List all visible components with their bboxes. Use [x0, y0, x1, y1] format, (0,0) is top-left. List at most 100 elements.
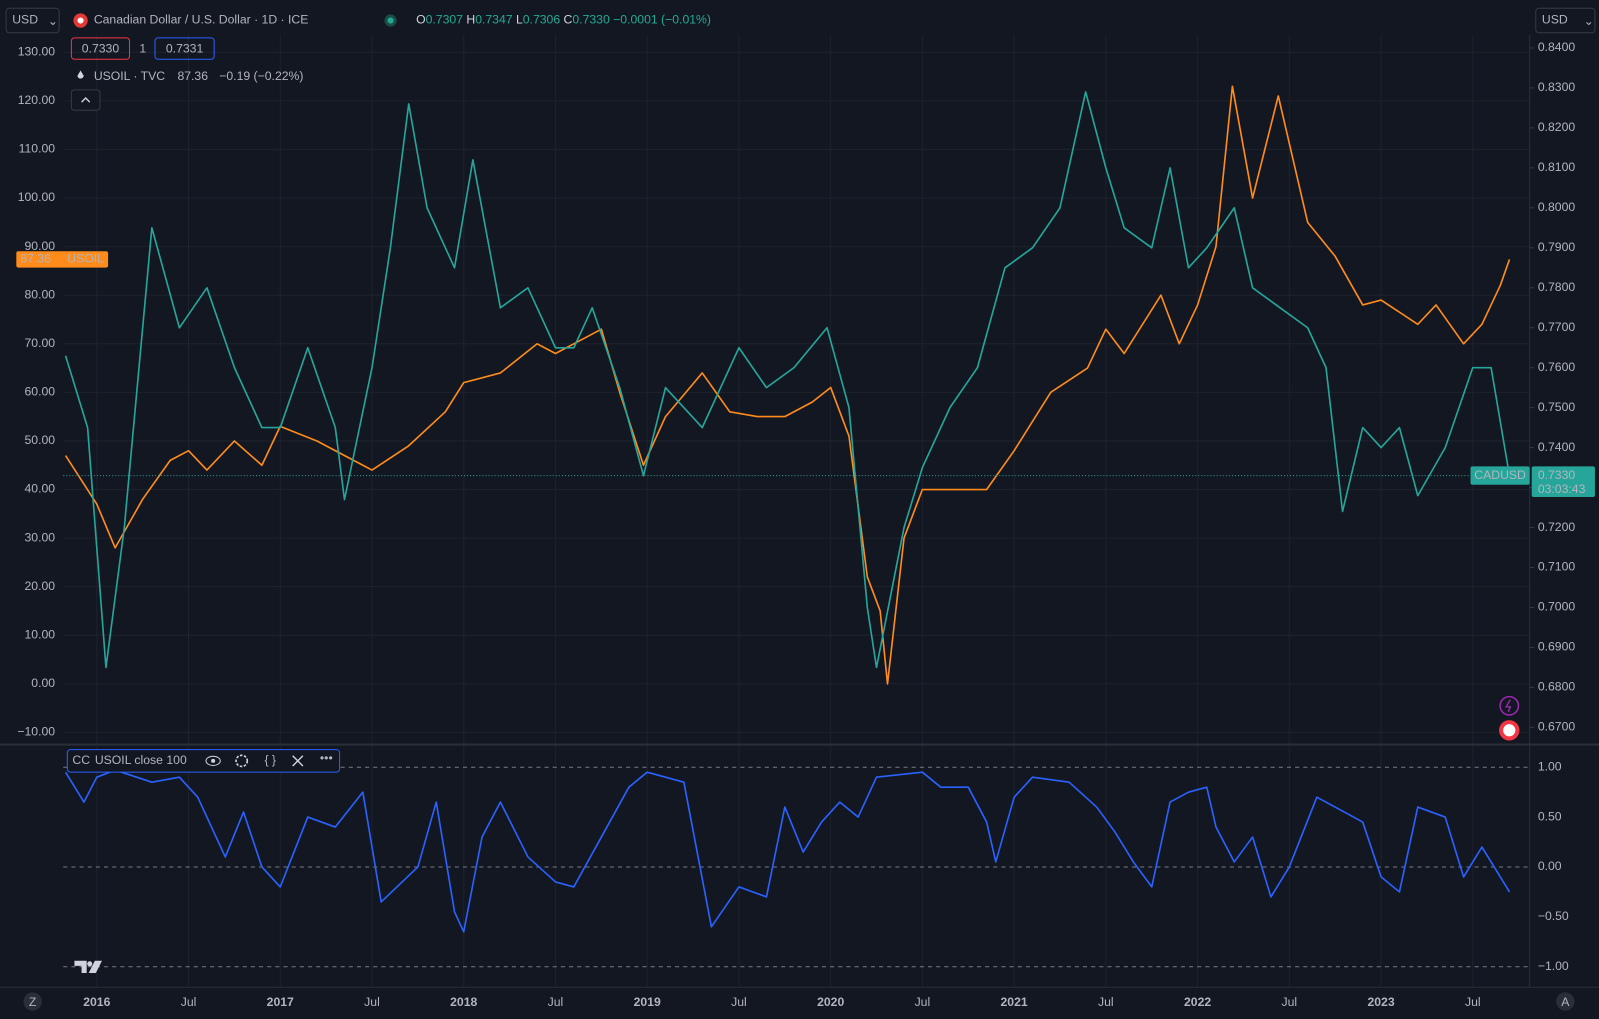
y2-tick-label: 0.6800: [1538, 680, 1576, 694]
logo-dot: [87, 961, 93, 967]
alert-bolt: [1504, 699, 1512, 713]
spread: 1: [139, 41, 146, 55]
x-tick-label: Jul: [1465, 995, 1481, 1009]
oil-icon: [77, 70, 84, 79]
plot: [63, 85, 1530, 933]
ohlc-key: H: [466, 13, 475, 27]
ohlc-value: 0.7306: [523, 13, 561, 27]
y-tick-label: −0.50: [1538, 909, 1569, 923]
x-tick-label: Jul: [181, 995, 197, 1009]
sell-button[interactable]: [70, 37, 131, 60]
series-line: [64, 769, 1511, 933]
y-tick-label: 10.00: [24, 627, 55, 641]
corner-label: Z: [29, 995, 37, 1009]
y2-tick-label: 0.6700: [1538, 720, 1576, 734]
flag-icon-inner: [77, 17, 84, 24]
settings-icon[interactable]: [235, 754, 249, 768]
y2-tick-label: 0.7100: [1538, 560, 1576, 574]
x-tick-label: 2022: [1184, 995, 1211, 1009]
x-tick-label: Jul: [548, 995, 564, 1009]
x-tick-label: Jul: [364, 995, 380, 1009]
price-badge-label: 0.7330: [1538, 468, 1576, 482]
y-tick-label: 0.50: [1538, 809, 1562, 823]
series-line: [64, 85, 1511, 685]
x-tick-label: 2023: [1367, 995, 1394, 1009]
y2-tick-label: 0.8300: [1538, 80, 1576, 94]
autoscale-button[interactable]: [1556, 992, 1575, 1011]
x-tick-label: 2021: [1001, 995, 1028, 1009]
y2-tick-label: 0.7800: [1538, 280, 1576, 294]
x-tick-label: Jul: [1282, 995, 1298, 1009]
symbol-title[interactable]: Canadian Dollar / U.S. Dollar · 1D · ICE: [94, 13, 309, 27]
y2-tick-label: 0.8000: [1538, 200, 1576, 214]
corner-label: A: [1561, 995, 1570, 1009]
series-name-badge: [1470, 466, 1530, 485]
y-tick-label: −1.00: [1538, 959, 1569, 973]
remove-icon[interactable]: [292, 755, 304, 767]
y-tick-label: 40.00: [24, 482, 55, 496]
bid-price: 0.7330: [82, 41, 120, 55]
ohlc-key: O: [416, 13, 426, 27]
source-code-icon[interactable]: { }: [264, 753, 276, 767]
y2-tick-label: 0.7500: [1538, 400, 1576, 414]
y-tick-label: 20.00: [24, 579, 55, 593]
y-tick-label: 60.00: [24, 385, 55, 399]
more-icon[interactable]: •••: [320, 751, 333, 765]
buy-button[interactable]: [154, 37, 215, 60]
y-tick-label: 80.00: [24, 287, 55, 301]
currency-button[interactable]: [5, 7, 60, 34]
x-tick-label: 2018: [450, 995, 477, 1009]
y2-tick-label: 0.7900: [1538, 240, 1576, 254]
ohlc-value: 0.7330: [572, 13, 610, 27]
overlay-symbol: USOIL · TVC: [94, 69, 165, 83]
price-badge: [16, 251, 109, 268]
x-tick-label: 2016: [83, 995, 110, 1009]
ohlc-value: 0.7347: [475, 13, 513, 27]
series-name-label: CADUSD: [1474, 468, 1526, 482]
collapse-button[interactable]: [70, 89, 101, 111]
overlay-change: −0.19 (−0.22%): [219, 69, 303, 83]
x-tick-label: Jul: [1098, 995, 1114, 1009]
visibility-icon-pupil: [211, 758, 216, 763]
dropdown-caret: ⌄: [48, 14, 58, 28]
series-name-label: USOIL: [67, 252, 104, 266]
y-tick-label: 110.00: [19, 142, 56, 156]
y2-tick-label: 0.7400: [1538, 440, 1576, 454]
ask-price: 0.7331: [166, 41, 204, 55]
timezone-button[interactable]: [23, 992, 42, 1011]
series-line: [64, 91, 1511, 669]
x-tick-label: 2019: [634, 995, 661, 1009]
indicator-legend[interactable]: [66, 749, 341, 773]
alert-icon[interactable]: [1499, 695, 1520, 716]
x-tick-label: 2017: [267, 995, 294, 1009]
overlay-price: 87.36: [177, 69, 208, 83]
y-tick-label: 70.00: [24, 336, 55, 350]
y-tick-label: 120.00: [18, 93, 56, 107]
currency-label: USD: [1542, 13, 1568, 27]
y-tick-label: 1.00: [1538, 759, 1562, 773]
y-tick-label: 0.00: [31, 676, 55, 690]
y-tick-label: 90.00: [24, 239, 55, 253]
currency-button[interactable]: [1535, 7, 1596, 34]
visibility-icon[interactable]: [205, 755, 221, 766]
x-tick-label: Jul: [731, 995, 747, 1009]
news-icon-inner: [1503, 724, 1516, 737]
market-status-dot: [387, 17, 394, 24]
countdown-label: 03:03:43: [1538, 482, 1586, 496]
y2-tick-label: 0.7700: [1538, 320, 1576, 334]
x-tick-label: Jul: [915, 995, 931, 1009]
ohlc-key: C: [564, 13, 573, 27]
y2-tick-label: 0.7200: [1538, 520, 1576, 534]
y-tick-label: −10.00: [17, 725, 55, 739]
indicator-name: CC: [72, 753, 90, 767]
y2-tick-label: 0.7000: [1538, 600, 1576, 614]
y2-tick-label: 0.8200: [1538, 120, 1576, 134]
ohlc-values: O0.7307 H0.7347 L0.7306 C0.7330 −0.0001 …: [416, 13, 711, 27]
y-tick-label: 100.00: [18, 190, 56, 204]
price-badge: [1531, 466, 1595, 498]
y-tick-label: 50.00: [24, 433, 55, 447]
logo: [74, 960, 102, 973]
